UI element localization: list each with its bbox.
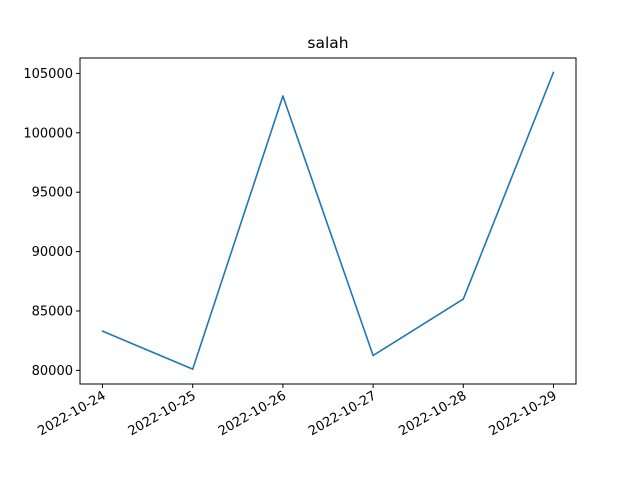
y-axis: 80000 85000 90000 95000 100000 105000: [23, 67, 80, 379]
axes-frame: [79, 57, 577, 385]
series-line-0: [102, 71, 555, 370]
y-tick-label: 85000: [32, 304, 73, 319]
data-point: [282, 95, 284, 97]
data-point: [462, 298, 465, 300]
y-tick-label: 100000: [23, 126, 73, 141]
data-point: [372, 354, 374, 357]
y-tick-label: 80000: [32, 364, 73, 379]
data-point: [552, 71, 555, 74]
x-tick-label: 2022-10-28: [396, 388, 469, 439]
x-tick-label: 2022-10-27: [306, 388, 379, 439]
data-point: [191, 368, 194, 370]
x-tick-label: 2022-10-25: [126, 388, 199, 439]
x-axis: 2022-10-24 2022-10-25 2022-10-26 2022-10-27…: [36, 384, 560, 439]
plot-area: [101, 71, 555, 370]
y-tick-label: 105000: [23, 67, 73, 82]
data-point: [101, 330, 104, 332]
x-tick-label: 2022-10-24: [36, 388, 109, 439]
chart-title: salah: [307, 34, 348, 52]
x-tick-label: 2022-10-26: [216, 388, 289, 439]
x-tick-label: 2022-10-29: [487, 388, 560, 439]
y-tick-label: 90000: [32, 245, 73, 260]
y-tick-label: 95000: [32, 186, 73, 201]
